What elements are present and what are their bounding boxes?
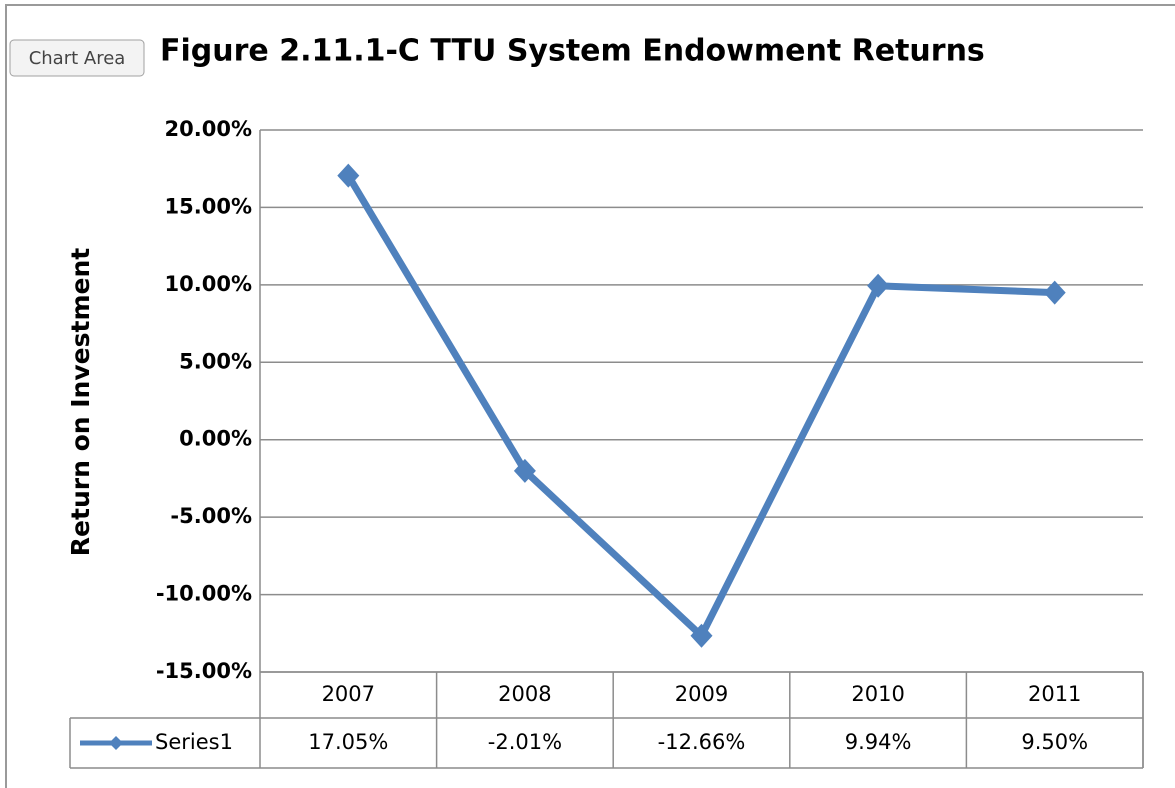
x-tick-label: 2011 (1028, 682, 1081, 706)
tooltip-box (9, 39, 145, 77)
x-tick-label: 2010 (851, 682, 904, 706)
chart-title: Figure 2.11.1-C TTU System Endowment Ret… (160, 34, 985, 69)
y-tick-label: 10.00% (165, 272, 252, 296)
y-tick-label: 20.00% (165, 117, 252, 141)
marker (337, 163, 360, 188)
x-tick-label: 2009 (675, 682, 728, 706)
marker (1043, 280, 1066, 305)
legend-marker (109, 736, 123, 750)
y-tick-label: -10.00% (156, 582, 252, 606)
y-tick-label: 5.00% (179, 349, 252, 373)
legend-label: Series1 (155, 730, 233, 754)
y-tick-label: -15.00% (156, 659, 252, 683)
marker (867, 273, 890, 298)
y-tick-label: 15.00% (165, 194, 252, 218)
x-tick-label: 2008 (498, 682, 551, 706)
marker (690, 623, 713, 648)
series-line (345, 173, 1055, 640)
table-value: 17.05% (308, 730, 388, 754)
table-value: 9.94% (845, 730, 912, 754)
y-tick-label: -5.00% (170, 504, 252, 528)
table-value: -12.66% (658, 730, 746, 754)
marker (513, 458, 536, 483)
y-axis-label: Return on Investment (66, 248, 95, 556)
tooltip: Chart Area (29, 48, 126, 69)
chart-border (5, 4, 1175, 788)
y-tick-label: 0.00% (179, 427, 252, 451)
table-value: 9.50% (1021, 730, 1088, 754)
table-value: -2.01% (488, 730, 562, 754)
x-tick-label: 2007 (322, 682, 375, 706)
